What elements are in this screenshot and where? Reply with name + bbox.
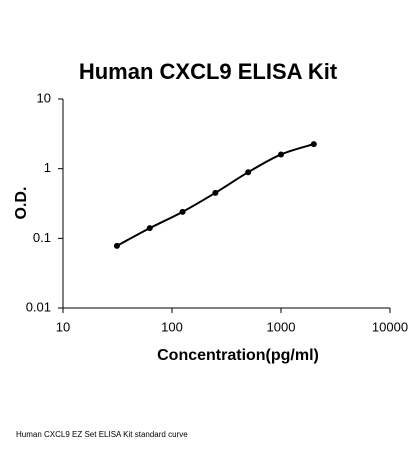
caption: Human CXCL9 EZ Set ELISA Kit standard cu…: [16, 430, 188, 439]
x-axis-label: Concentration(pg/ml): [157, 347, 319, 364]
y-axis-label: O.D.: [13, 187, 30, 220]
x-tick-label: 10000: [372, 319, 408, 334]
point: [113, 242, 120, 249]
x-tick-label: 1000: [267, 319, 296, 334]
y-tick-label: 0.01: [26, 299, 51, 314]
y-tick-label: 10: [37, 90, 51, 105]
point: [212, 189, 219, 196]
chart-title: Human CXCL9 ELISA Kit: [79, 59, 338, 84]
x-tick-label: 10: [56, 319, 70, 334]
x-tick-label: 100: [161, 319, 183, 334]
point: [245, 169, 252, 176]
y-tick-label: 0.1: [33, 230, 51, 245]
point: [146, 225, 153, 232]
point: [310, 141, 317, 148]
point: [179, 208, 186, 215]
point: [278, 151, 284, 158]
y-tick-label: 1: [44, 160, 51, 175]
